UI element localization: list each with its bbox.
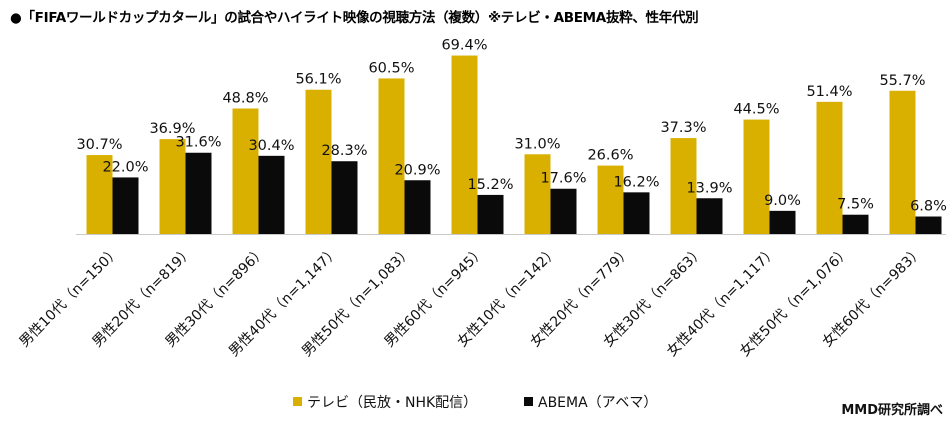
category-labels-layer: 男性10代（n=150）男性20代（n=819）男性30代（n=896）男性40… bbox=[16, 243, 926, 360]
tv-bar-3 bbox=[232, 108, 259, 234]
abema-value-label-2: 31.6% bbox=[175, 135, 221, 151]
tv-bar-2 bbox=[159, 139, 186, 234]
tv-bar-6 bbox=[451, 55, 478, 234]
abema-bar-12 bbox=[915, 216, 942, 234]
tv-bar-7 bbox=[524, 154, 551, 234]
tv-value-label-12: 55.7% bbox=[879, 73, 925, 89]
tv-value-label-3: 48.8% bbox=[222, 91, 268, 107]
abema-bar-9 bbox=[696, 198, 723, 234]
abema-value-label-7: 17.6% bbox=[540, 171, 586, 187]
tv-value-label-10: 44.5% bbox=[733, 102, 779, 118]
abema-value-label-1: 22.0% bbox=[102, 159, 148, 175]
tv-bar-4 bbox=[305, 89, 332, 234]
tv-bar-9 bbox=[670, 138, 697, 234]
abema-bar-6 bbox=[477, 194, 504, 234]
tv-bar-8 bbox=[597, 165, 624, 234]
abema-bar-3 bbox=[258, 155, 285, 234]
abema-bar-10 bbox=[769, 210, 796, 234]
source-credit: MMD研究所調べ bbox=[841, 402, 943, 418]
value-labels-layer: 30.7% 22.0% 36.9%31.6% 48.8% 30.4% 56.1% 28.3%… bbox=[76, 38, 946, 215]
abema-value-label-6: 15.2% bbox=[467, 177, 513, 193]
tv-value-label-4: 56.1% bbox=[295, 72, 341, 88]
legend: テレビ（民放・NHK配信） ABEMA（アベマ） bbox=[293, 395, 657, 411]
tv-bar-5 bbox=[378, 78, 405, 234]
tv-bar-12 bbox=[889, 90, 916, 235]
tv-value-label-11: 51.4% bbox=[806, 84, 852, 100]
abema-value-label-4: 28.3% bbox=[321, 143, 367, 159]
abema-value-label-12: 6.8% bbox=[910, 199, 947, 215]
abema-value-label-5: 20.9% bbox=[394, 162, 440, 178]
chart-title: ●「FIFAワールドカップカタール」の試合やハイライト映像の視聴方法（複数）※テ… bbox=[10, 10, 699, 26]
abema-value-label-3: 30.4% bbox=[248, 138, 294, 154]
tv-value-label-8: 26.6% bbox=[587, 148, 633, 164]
abema-bar-8 bbox=[623, 192, 650, 234]
tv-value-label-5: 60.5% bbox=[368, 60, 414, 76]
abema-value-label-8: 16.2% bbox=[613, 174, 659, 190]
legend-abema-label: ABEMA（アベマ） bbox=[538, 395, 657, 411]
legend-tv-swatch bbox=[293, 397, 302, 406]
tv-value-label-1: 30.7% bbox=[76, 137, 122, 153]
legend-abema-swatch bbox=[524, 397, 533, 406]
tv-value-label-2: 36.9% bbox=[149, 121, 195, 137]
legend-tv-label: テレビ（民放・NHK配信） bbox=[307, 395, 477, 411]
tv-value-label-6: 69.4% bbox=[441, 38, 487, 54]
bars-layer bbox=[86, 55, 942, 235]
abema-bar-7 bbox=[550, 188, 577, 234]
abema-value-label-9: 13.9% bbox=[686, 180, 732, 196]
abema-value-label-10: 9.0% bbox=[764, 193, 801, 209]
tv-value-label-9: 37.3% bbox=[660, 120, 706, 136]
abema-value-label-11: 7.5% bbox=[837, 197, 874, 213]
abema-bar-2 bbox=[185, 152, 212, 234]
tv-bar-1 bbox=[86, 155, 113, 234]
tv-bar-11 bbox=[816, 101, 843, 234]
tv-bar-10 bbox=[743, 119, 770, 234]
abema-bar-11 bbox=[842, 214, 869, 234]
abema-bar-5 bbox=[404, 180, 431, 234]
abema-bar-4 bbox=[331, 161, 358, 234]
tv-value-label-7: 31.0% bbox=[514, 136, 560, 152]
abema-bar-1 bbox=[112, 177, 139, 234]
